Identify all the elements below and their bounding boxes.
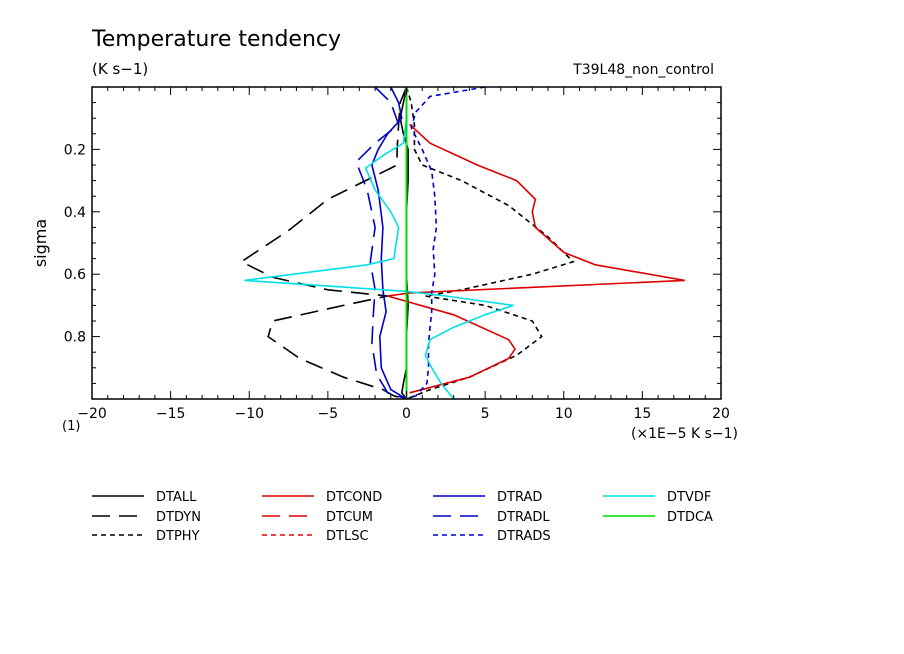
x-tick-label: −15 (156, 406, 186, 422)
chart-title: Temperature tendency (91, 27, 341, 52)
x-tick-label: −5 (318, 406, 339, 422)
legend-label-dtlsc: DTLSC (326, 529, 369, 544)
y-tick-label: 0.2 (64, 142, 86, 158)
y-tick-label: 0.8 (64, 330, 86, 346)
run-label: T39L48_non_control (572, 62, 714, 78)
legend: DTALL DTDYN DTPHY DTCOND DTCUM DTLSC DTRAD DTRA… (92, 490, 713, 544)
series-line-dtradl (355, 87, 407, 399)
y-axis-label: sigma (31, 219, 50, 267)
x-tick-label: −10 (234, 406, 264, 422)
legend-label-dtcum: DTCUM (326, 510, 373, 525)
x-tick-label: 15 (633, 406, 651, 422)
legend-label-dtcond: DTCOND (326, 490, 382, 505)
series-line-dtrad (371, 87, 407, 399)
legend-label-dtdca: DTDCA (667, 510, 713, 525)
x-tick-label: 0 (402, 406, 411, 422)
y-tick-label: 0.6 (64, 267, 86, 283)
x-axis-note: (1) (62, 419, 80, 434)
legend-label-dtrads: DTRADS (497, 529, 551, 544)
series-line-dtphy (405, 87, 575, 399)
x-tick-label: 10 (555, 406, 573, 422)
y-tick-label: 0.4 (64, 205, 86, 221)
x-tick-label: −20 (77, 406, 107, 422)
legend-label-dtphy: DTPHY (156, 529, 200, 544)
legend-label-dtradl: DTRADL (497, 510, 550, 525)
series-line-dtrads (406, 87, 486, 399)
legend-label-dtvdf: DTVDF (667, 490, 711, 505)
legend-label-dtrad: DTRAD (497, 490, 542, 505)
series-line-dtcond (387, 123, 685, 394)
legend-label-dtdyn: DTDYN (156, 510, 201, 525)
x-tick-label: 5 (481, 406, 490, 422)
axes: −20 −15 −10 −5 0 5 10 15 20 0.2 0.4 0.6 0.8 (64, 86, 730, 422)
x-tick-label: 20 (712, 406, 730, 422)
x-axis-label: (×1E−5 K s−1) (631, 426, 738, 442)
series-line-dtvdf (244, 87, 514, 399)
plot-area-lines (239, 87, 685, 399)
chart-units: (K s−1) (92, 60, 148, 78)
legend-label-dtall: DTALL (156, 490, 197, 505)
